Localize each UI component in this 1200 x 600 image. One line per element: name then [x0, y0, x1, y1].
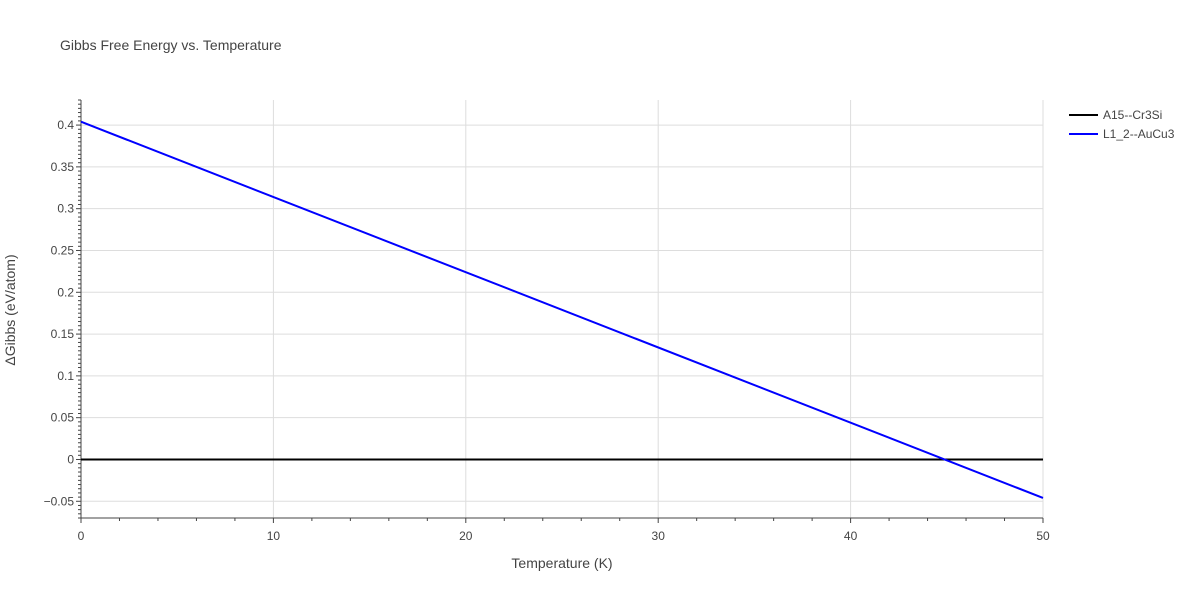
- x-tick-label: 40: [844, 529, 858, 543]
- y-tick-label: 0.4: [57, 118, 74, 132]
- grid: [81, 100, 1044, 518]
- y-tick-label: 0.05: [51, 411, 75, 425]
- x-tick-label: 20: [459, 529, 473, 543]
- y-tick-label: 0: [67, 452, 74, 466]
- series-line-1: [80, 120, 1044, 499]
- y-tick-label: 0.3: [57, 202, 74, 216]
- chart-title: Gibbs Free Energy vs. Temperature: [60, 37, 282, 53]
- legend-item-1[interactable]: L1_2--AuCu3: [1069, 127, 1175, 141]
- legend-label: L1_2--AuCu3: [1103, 127, 1175, 141]
- legend-label: A15--Cr3Si: [1103, 108, 1162, 122]
- y-axis-title: ΔGibbs (eV/atom): [2, 254, 18, 365]
- y-ticks: −0.05 0 0.05 0.1 0.15 0.2 0.25 0.3 0.35 0.4: [44, 118, 75, 508]
- axes: [76, 99, 1044, 523]
- y-tick-label: 0.1: [57, 369, 74, 383]
- y-tick-label: −0.05: [44, 494, 75, 508]
- y-tick-label: 0.2: [57, 285, 74, 299]
- y-tick-label: 0.25: [51, 243, 75, 257]
- x-tick-label: 10: [267, 529, 281, 543]
- series-layer: [80, 120, 1044, 499]
- legend-item-0[interactable]: A15--Cr3Si: [1069, 108, 1162, 122]
- x-tick-label: 30: [652, 529, 666, 543]
- x-tick-label: 50: [1036, 529, 1050, 543]
- x-axis-title: Temperature (K): [511, 555, 612, 571]
- x-ticks: 0 10 20 30 40 50: [78, 529, 1050, 543]
- legend[interactable]: A15--Cr3Si L1_2--AuCu3: [1069, 108, 1175, 141]
- x-tick-label: 0: [78, 529, 85, 543]
- y-tick-label: 0.35: [51, 160, 75, 174]
- y-tick-label: 0.15: [51, 327, 75, 341]
